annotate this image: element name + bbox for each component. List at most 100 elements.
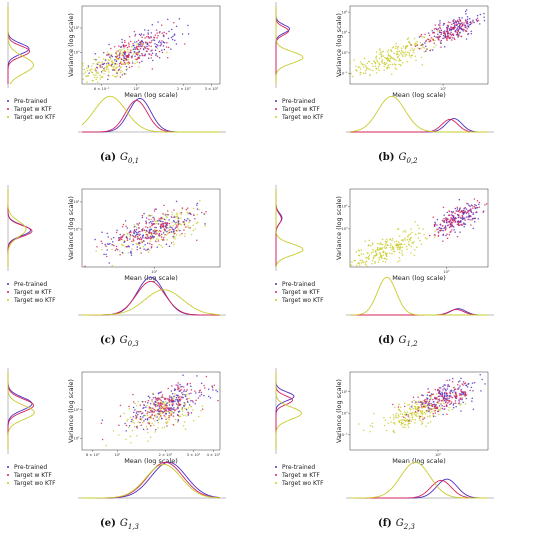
data-point: [402, 422, 404, 424]
data-point: [442, 400, 444, 403]
data-point: [127, 63, 130, 66]
data-point: [166, 51, 168, 54]
data-point: [150, 233, 153, 235]
data-point: [185, 208, 188, 211]
data-point: [100, 71, 103, 73]
data-point: [389, 416, 391, 419]
caption-subscript: 1,3: [127, 523, 139, 531]
data-point: [153, 408, 155, 411]
legend-marker: [275, 283, 277, 285]
data-point: [412, 418, 414, 421]
data-point: [464, 19, 467, 21]
figure-caption: (e) G1,3: [100, 518, 139, 531]
data-point: [446, 24, 449, 27]
y-tick-label: 10¹: [73, 26, 80, 30]
data-point: [147, 57, 150, 60]
data-point: [174, 400, 176, 403]
data-point: [170, 396, 173, 398]
data-point: [157, 412, 159, 415]
data-point: [222, 394, 224, 396]
data-point: [414, 405, 416, 408]
data-point: [454, 26, 456, 29]
data-point: [330, 272, 332, 274]
data-point: [158, 416, 161, 419]
data-point: [104, 59, 107, 61]
data-point: [137, 413, 139, 416]
data-point: [145, 233, 148, 236]
data-point: [460, 403, 462, 405]
data-point: [147, 399, 150, 402]
data-point: [402, 238, 404, 241]
data-point: [192, 409, 194, 411]
data-point: [458, 401, 460, 403]
data-point: [175, 399, 177, 401]
data-point: [113, 59, 116, 61]
data-point: [353, 273, 355, 275]
data-point: [409, 406, 412, 408]
data-point: [139, 421, 141, 424]
data-point: [397, 417, 399, 419]
data-point: [393, 431, 396, 434]
data-point: [182, 374, 184, 376]
data-point: [420, 410, 422, 413]
data-point: [141, 43, 143, 46]
legend-label: Target w KTF: [281, 289, 320, 296]
data-point: [460, 388, 462, 391]
data-point: [147, 395, 150, 397]
data-point: [194, 228, 196, 230]
data-point: [396, 246, 399, 249]
data-point: [424, 33, 426, 36]
data-point: [165, 226, 167, 228]
data-point: [412, 407, 414, 410]
x-axis-label: Mean (log scale): [392, 91, 446, 99]
data-point: [419, 232, 421, 234]
data-point: [457, 22, 460, 24]
data-point: [168, 395, 171, 397]
data-point: [373, 267, 375, 269]
data-point: [100, 240, 103, 243]
data-point: [466, 18, 469, 20]
data-point: [141, 401, 144, 403]
data-point: [163, 398, 166, 401]
legend-label: Pre-trained: [282, 464, 315, 471]
data-point: [157, 404, 159, 407]
data-point: [457, 215, 460, 217]
data-point: [407, 236, 409, 238]
data-point: [186, 389, 188, 391]
data-point: [443, 405, 445, 408]
data-point: [163, 214, 165, 216]
data-point: [384, 63, 387, 65]
data-point: [456, 28, 458, 31]
data-point: [117, 57, 119, 60]
data-point: [439, 26, 441, 28]
data-point: [419, 415, 421, 418]
data-point: [159, 229, 161, 232]
data-point: [402, 426, 404, 428]
data-point: [180, 388, 182, 391]
data-point: [376, 247, 379, 249]
data-point: [461, 214, 464, 217]
data-point: [148, 222, 151, 224]
data-point: [411, 406, 413, 408]
data-point: [441, 225, 444, 227]
data-point: [382, 260, 384, 263]
data-point: [446, 395, 448, 397]
data-point: [142, 228, 144, 230]
data-point: [387, 64, 390, 66]
data-point: [413, 413, 415, 415]
data-point: [375, 56, 377, 59]
data-point: [417, 47, 420, 49]
data-point: [385, 238, 388, 241]
data-point: [400, 53, 403, 55]
data-point: [168, 222, 171, 225]
data-point: [151, 400, 153, 403]
data-point: [196, 202, 199, 205]
data-point: [153, 414, 156, 417]
data-point: [198, 391, 200, 393]
data-point: [416, 44, 418, 46]
data-point: [433, 401, 435, 403]
data-point: [436, 30, 439, 32]
data-point: [395, 59, 397, 62]
